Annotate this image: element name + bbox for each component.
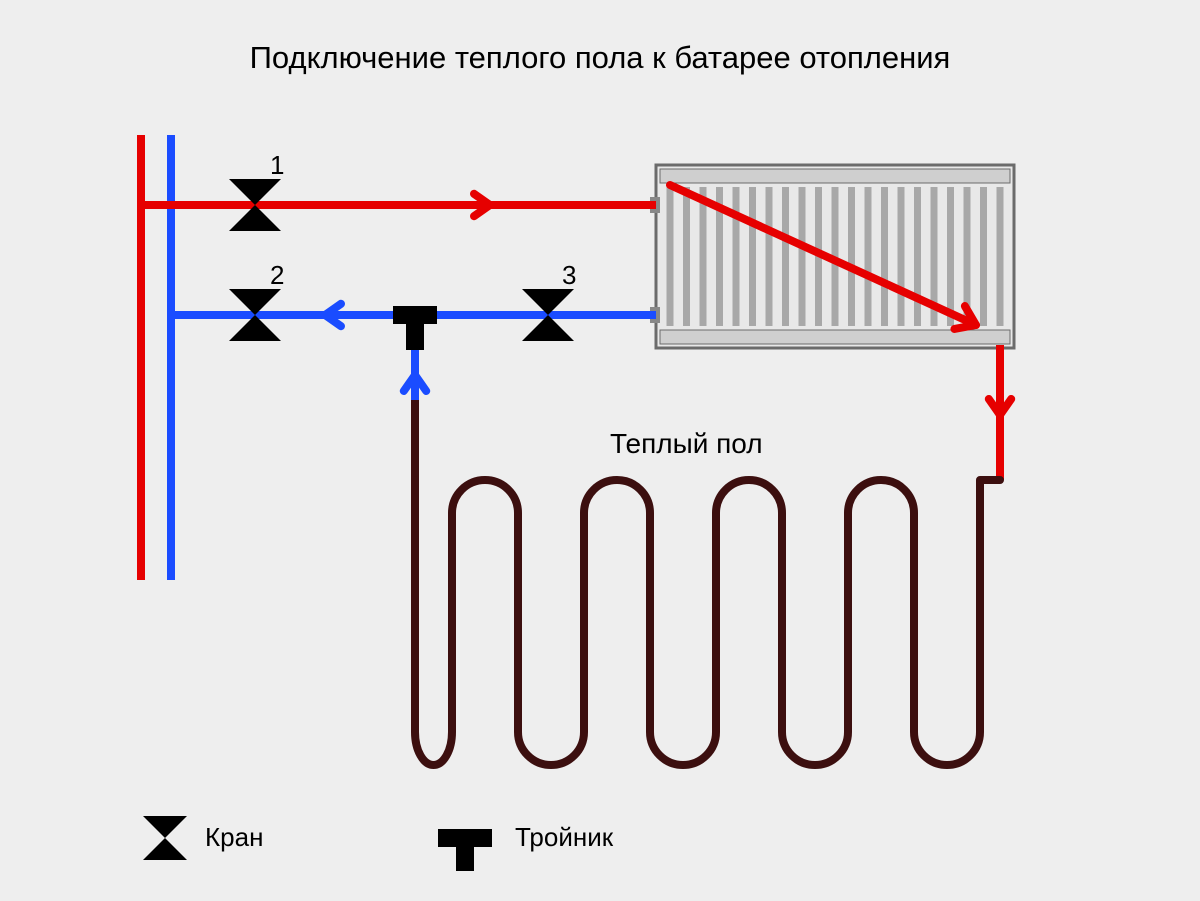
legend-tee-text: Тройник bbox=[515, 822, 613, 853]
heating-diagram bbox=[0, 0, 1200, 901]
valve-3-label: 3 bbox=[562, 260, 576, 291]
legend-valve-text: Кран bbox=[205, 822, 263, 853]
floor-label: Теплый пол bbox=[610, 428, 763, 460]
valve-2-label: 2 bbox=[270, 260, 284, 291]
valve-1-label: 1 bbox=[270, 150, 284, 181]
